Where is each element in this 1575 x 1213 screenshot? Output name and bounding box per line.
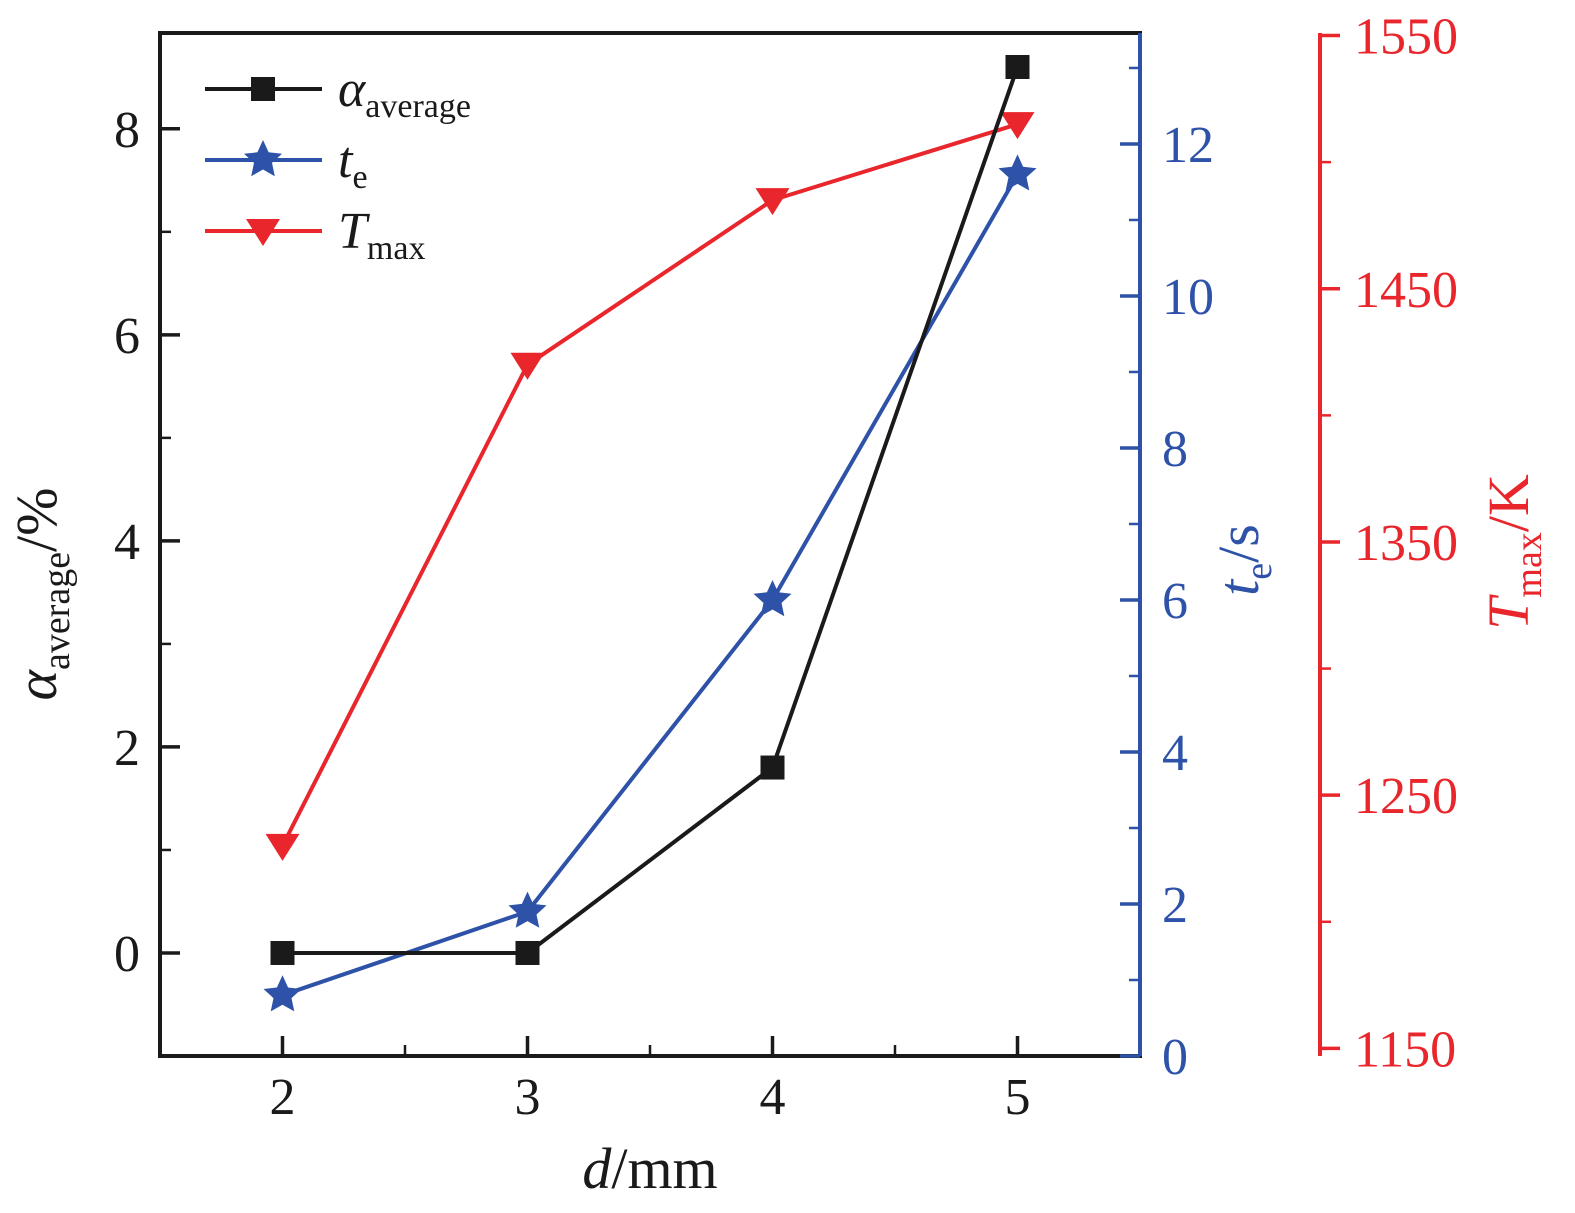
te-axis-title: te/s bbox=[1206, 524, 1280, 596]
tmax-tick-label: 1350 bbox=[1354, 515, 1458, 572]
axes-layer: 2 3 4 5 0 2 4 6 8 0 2 4 6 8 10 12 1150 1250 1350 1450 1550 αa… bbox=[4, 9, 1550, 1201]
x-tick-label: 3 bbox=[515, 1069, 541, 1126]
y-left-tick-label: 0 bbox=[114, 926, 140, 983]
te-tick-label: 8 bbox=[1162, 421, 1188, 478]
te-tick-label: 6 bbox=[1162, 573, 1188, 630]
tmax-marker bbox=[1000, 112, 1035, 140]
series-layer bbox=[263, 54, 1037, 1012]
legend-marker-alpha-average bbox=[251, 77, 275, 101]
alpha-average-marker bbox=[1005, 54, 1030, 79]
alpha-average-marker bbox=[760, 755, 785, 780]
y-left-axis-title: αaverage/% bbox=[4, 487, 78, 700]
te-tick-label: 4 bbox=[1162, 725, 1188, 782]
legend: αaverage te Tmax bbox=[205, 61, 471, 267]
x-axis-title: d/mm bbox=[582, 1136, 717, 1201]
tmax-tick-label: 1150 bbox=[1354, 1021, 1456, 1078]
tmax-marker bbox=[510, 352, 545, 380]
te-marker bbox=[998, 154, 1037, 191]
te-marker bbox=[263, 975, 302, 1012]
tmax-tick-label: 1450 bbox=[1354, 262, 1458, 319]
te-line bbox=[281, 173, 1020, 998]
legend-label-tmax: Tmax bbox=[338, 203, 425, 267]
te-marker bbox=[508, 891, 547, 928]
tmax-tick-label: 1550 bbox=[1354, 9, 1458, 66]
te-marker bbox=[753, 580, 792, 617]
x-tick-label: 5 bbox=[1005, 1069, 1031, 1126]
alpha-average-marker bbox=[515, 940, 540, 965]
legend-label-alpha-average: αaverage bbox=[338, 61, 471, 125]
x-tick-label: 4 bbox=[760, 1069, 786, 1126]
alpha-average-marker bbox=[270, 940, 295, 965]
y-left-tick-label: 2 bbox=[114, 720, 140, 777]
legend-label-te: te bbox=[338, 132, 368, 196]
tmax-marker bbox=[755, 188, 790, 216]
te-tick-label: 12 bbox=[1162, 117, 1214, 174]
te-tick-label: 2 bbox=[1162, 877, 1188, 934]
legend-marker-te bbox=[244, 140, 282, 177]
tmax-axis-title: Tmax/K bbox=[1476, 474, 1550, 630]
tmax-tick-label: 1250 bbox=[1354, 768, 1458, 825]
y-left-tick-label: 4 bbox=[114, 514, 140, 571]
tmax-marker bbox=[265, 833, 300, 861]
te-tick-label: 10 bbox=[1162, 269, 1214, 326]
alpha-average-line bbox=[282, 66, 1020, 955]
y-left-tick-label: 8 bbox=[114, 102, 140, 159]
x-tick-label: 2 bbox=[270, 1069, 296, 1126]
tmax-line bbox=[280, 122, 1019, 847]
legend-marker-tmax bbox=[246, 219, 280, 246]
te-tick-label: 0 bbox=[1162, 1029, 1188, 1086]
y-left-tick-label: 6 bbox=[114, 308, 140, 365]
plot-frame bbox=[158, 31, 1142, 1058]
